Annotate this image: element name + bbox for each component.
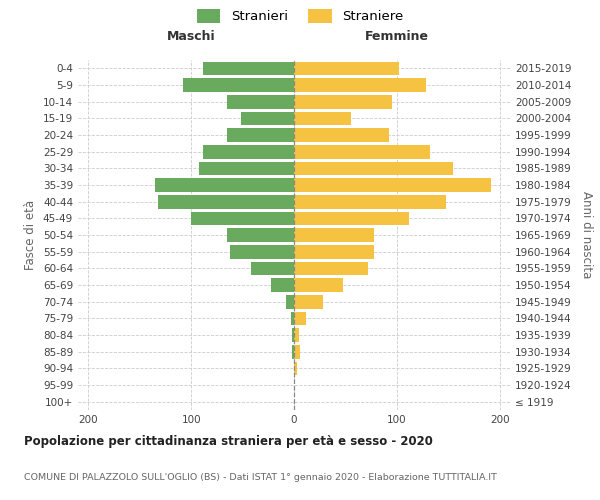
- Bar: [294, 195, 446, 208]
- Bar: [294, 362, 297, 375]
- Bar: [294, 78, 425, 92]
- Bar: [294, 228, 374, 242]
- Text: Femmine: Femmine: [365, 30, 429, 44]
- Bar: [191, 212, 294, 225]
- Bar: [294, 295, 323, 308]
- Text: Popolazione per cittadinanza straniera per età e sesso - 2020: Popolazione per cittadinanza straniera p…: [24, 435, 433, 448]
- Bar: [183, 78, 294, 92]
- Bar: [292, 328, 294, 342]
- Bar: [251, 262, 294, 275]
- Bar: [271, 278, 294, 292]
- Bar: [155, 178, 294, 192]
- Text: Maschi: Maschi: [167, 30, 215, 44]
- Legend: Stranieri, Straniere: Stranieri, Straniere: [197, 9, 403, 24]
- Bar: [294, 128, 389, 142]
- Bar: [294, 245, 374, 258]
- Y-axis label: Anni di nascita: Anni di nascita: [580, 192, 593, 278]
- Bar: [294, 212, 409, 225]
- Bar: [294, 145, 430, 158]
- Bar: [227, 228, 294, 242]
- Bar: [294, 178, 491, 192]
- Bar: [158, 195, 294, 208]
- Bar: [203, 62, 294, 75]
- Bar: [294, 112, 350, 125]
- Y-axis label: Fasce di età: Fasce di età: [25, 200, 37, 270]
- Bar: [294, 62, 399, 75]
- Bar: [294, 95, 392, 108]
- Bar: [227, 95, 294, 108]
- Bar: [241, 112, 294, 125]
- Bar: [294, 328, 299, 342]
- Bar: [294, 262, 368, 275]
- Bar: [286, 295, 294, 308]
- Bar: [203, 145, 294, 158]
- Bar: [227, 128, 294, 142]
- Bar: [294, 312, 307, 325]
- Bar: [230, 245, 294, 258]
- Bar: [294, 162, 454, 175]
- Bar: [292, 345, 294, 358]
- Bar: [294, 278, 343, 292]
- Bar: [294, 345, 300, 358]
- Text: COMUNE DI PALAZZOLO SULL'OGLIO (BS) - Dati ISTAT 1° gennaio 2020 - Elaborazione : COMUNE DI PALAZZOLO SULL'OGLIO (BS) - Da…: [24, 472, 497, 482]
- Bar: [199, 162, 294, 175]
- Bar: [291, 312, 294, 325]
